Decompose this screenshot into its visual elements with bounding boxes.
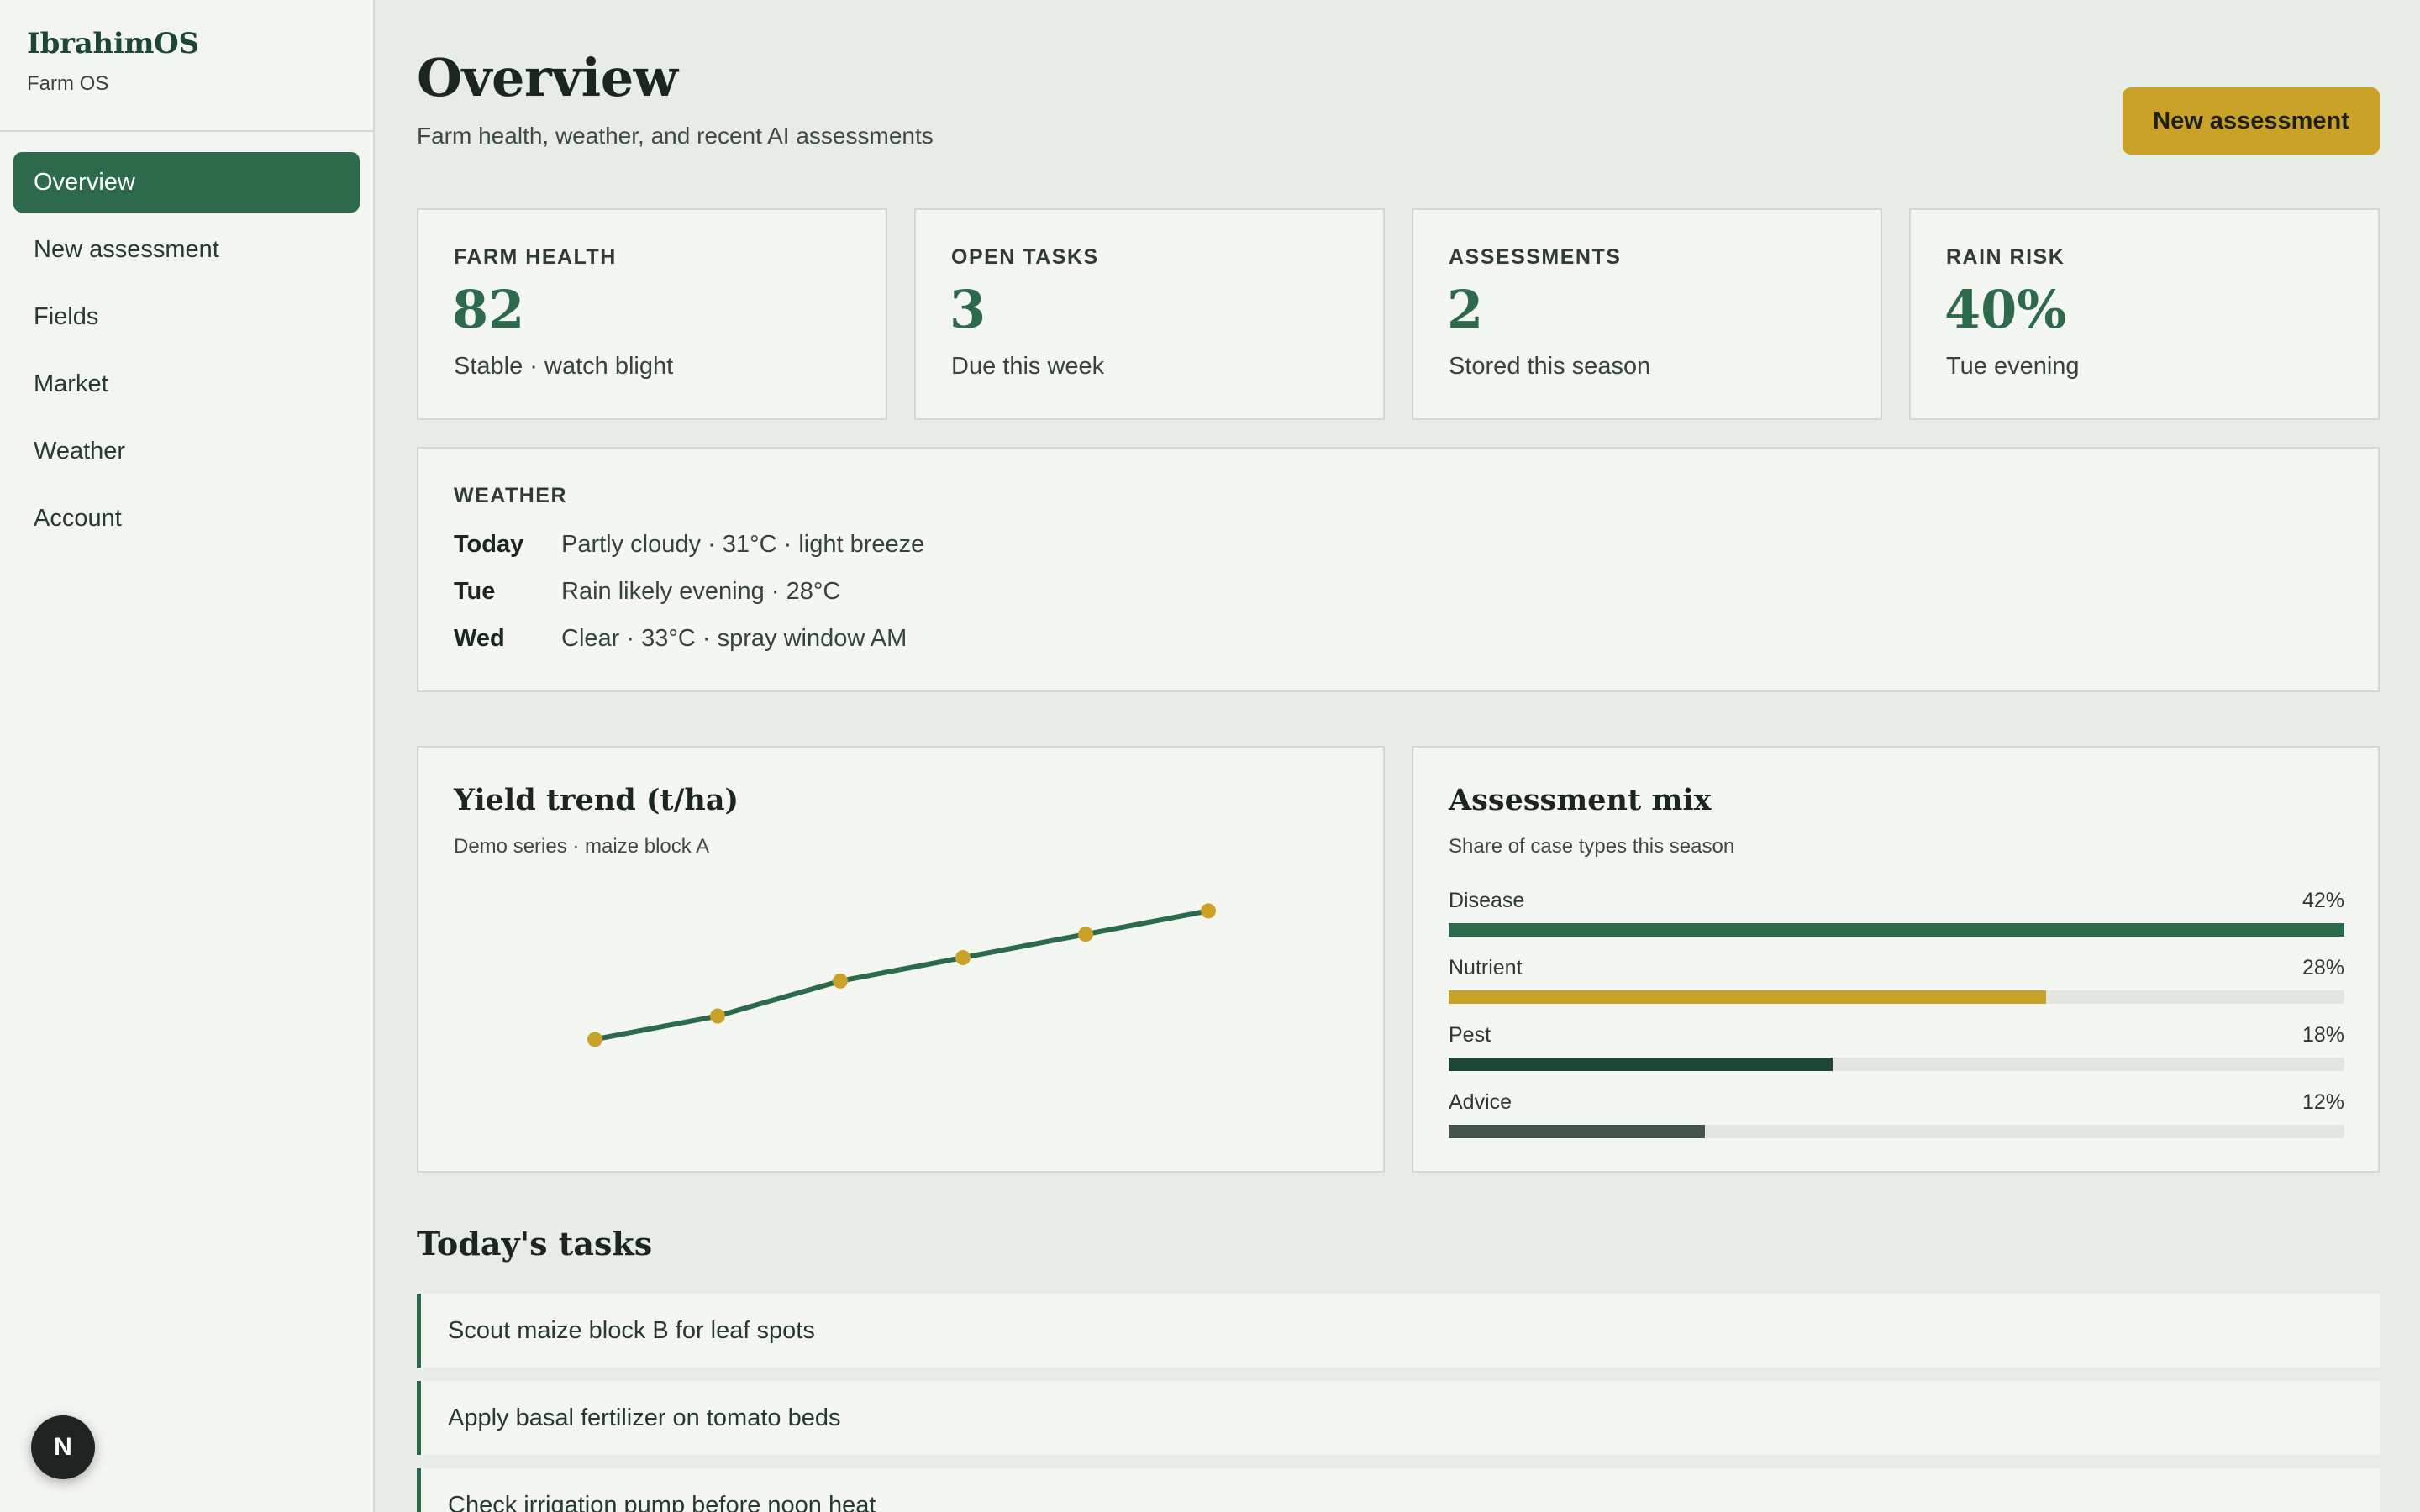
tasks-title: Today's tasks xyxy=(417,1225,653,1263)
sidebar-item-new-assessment[interactable]: New assessment xyxy=(34,235,219,263)
stat-note: Stored this season xyxy=(1449,353,1651,380)
mix-row-nutrient: Nutrient 28% xyxy=(1449,956,2344,1004)
yield-data-point xyxy=(1078,927,1093,942)
assessment-mix-subtitle: Share of case types this season xyxy=(1449,835,1735,858)
sidebar-nav: Overview New assessment Fields Market We… xyxy=(0,132,373,549)
weather-day: Wed xyxy=(454,625,505,652)
mix-track xyxy=(1449,990,2344,1004)
dev-tools-label: N xyxy=(54,1433,72,1461)
stat-note: Tue evening xyxy=(1946,353,2080,380)
stat-label: OPEN TASKS xyxy=(951,245,1099,269)
sidebar-item-overview[interactable]: Overview xyxy=(13,152,360,213)
task-item[interactable]: Scout maize block B for leaf spots xyxy=(417,1294,2380,1368)
weather-day: Today xyxy=(454,531,524,558)
page-title: Overview xyxy=(417,47,678,108)
weather-row-wed: Wed Clear · 33°C · spray window AM xyxy=(454,625,907,653)
stat-value: 3 xyxy=(950,279,986,340)
task-item[interactable]: Apply basal fertilizer on tomato beds xyxy=(417,1381,2380,1455)
task-item[interactable]: Check irrigation pump before noon heat xyxy=(417,1468,2380,1512)
stat-card-rain-risk: RAIN RISK 40% Tue evening xyxy=(1909,208,2380,420)
sidebar-item-account[interactable]: Account xyxy=(34,504,122,532)
assessment-mix-title: Assessment mix xyxy=(1449,783,1712,817)
brand-subtitle: Farm OS xyxy=(27,72,109,95)
stat-card-assessments: ASSESSMENTS 2 Stored this season xyxy=(1412,208,1882,420)
dev-tools-button[interactable]: N xyxy=(31,1415,95,1479)
yield-data-point xyxy=(710,1008,725,1024)
mix-fill xyxy=(1449,990,2047,1004)
mix-percent: 28% xyxy=(2302,956,2344,979)
mix-track xyxy=(1449,923,2344,937)
mix-label: Disease xyxy=(1449,889,1525,912)
sidebar-item-fields[interactable]: Fields xyxy=(34,302,99,330)
stat-value: 82 xyxy=(452,279,525,340)
mix-row-advice: Advice 12% xyxy=(1449,1090,2344,1138)
yield-data-point xyxy=(955,950,971,966)
weather-label: WEATHER xyxy=(454,484,568,507)
assessment-mix-card: Assessment mix Share of case types this … xyxy=(1412,746,2380,1173)
yield-data-point xyxy=(833,973,848,989)
brand-name: IbrahimOS xyxy=(27,27,199,60)
sidebar-item-market[interactable]: Market xyxy=(34,370,108,397)
stat-card-open-tasks: OPEN TASKS 3 Due this week xyxy=(914,208,1385,420)
stat-value: 2 xyxy=(1447,279,1484,340)
stat-note: Stable · watch blight xyxy=(454,353,674,380)
stat-label: FARM HEALTH xyxy=(454,245,617,269)
stat-label: RAIN RISK xyxy=(1946,245,2065,269)
mix-percent: 42% xyxy=(2302,889,2344,912)
stat-note: Due this week xyxy=(951,353,1105,380)
mix-label: Advice xyxy=(1449,1090,1512,1114)
weather-desc: Clear · 33°C · spray window AM xyxy=(561,625,908,652)
weather-card: WEATHER Today Partly cloudy · 31°C · lig… xyxy=(417,447,2380,692)
sidebar: IbrahimOS Farm OS Overview New assessmen… xyxy=(0,0,375,1512)
yield-data-point xyxy=(587,1032,602,1047)
weather-row-today: Today Partly cloudy · 31°C · light breez… xyxy=(454,531,924,559)
mix-row-pest: Pest 18% xyxy=(1449,1023,2344,1071)
stat-card-farm-health: FARM HEALTH 82 Stable · watch blight xyxy=(417,208,887,420)
page-subtitle: Farm health, weather, and recent AI asse… xyxy=(417,123,934,149)
weather-desc: Partly cloudy · 31°C · light breeze xyxy=(561,531,925,558)
yield-trend-title: Yield trend (t/ha) xyxy=(454,783,739,817)
mix-percent: 12% xyxy=(2302,1090,2344,1114)
weather-row-tue: Tue Rain likely evening · 28°C xyxy=(454,578,840,606)
new-assessment-button[interactable]: New assessment xyxy=(2123,87,2380,155)
mix-fill xyxy=(1449,1125,1705,1138)
stat-label: ASSESSMENTS xyxy=(1449,245,1622,269)
yield-trend-card: Yield trend (t/ha) Demo series · maize b… xyxy=(417,746,1385,1173)
mix-label: Nutrient xyxy=(1449,956,1523,979)
brand: IbrahimOS Farm OS xyxy=(0,0,373,132)
yield-trend-subtitle: Demo series · maize block A xyxy=(454,835,710,858)
mix-track xyxy=(1449,1125,2344,1138)
yield-series-line xyxy=(594,908,1209,1042)
mix-fill xyxy=(1449,1058,1833,1071)
weather-desc: Rain likely evening · 28°C xyxy=(561,578,841,605)
mix-fill xyxy=(1449,923,2344,937)
yield-trend-chart xyxy=(587,903,1216,1047)
mix-label: Pest xyxy=(1449,1023,1491,1047)
mix-row-disease: Disease 42% xyxy=(1449,889,2344,937)
stat-value: 40% xyxy=(1944,279,2067,340)
mix-track xyxy=(1449,1058,2344,1071)
yield-data-point xyxy=(1201,903,1216,919)
mix-percent: 18% xyxy=(2302,1023,2344,1047)
sidebar-item-weather[interactable]: Weather xyxy=(34,437,126,465)
weather-day: Tue xyxy=(454,578,496,605)
